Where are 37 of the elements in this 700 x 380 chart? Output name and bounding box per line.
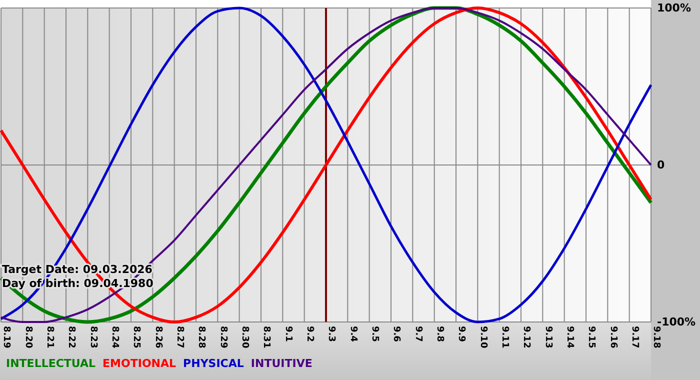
x-tick-label: 9.15 <box>586 326 596 348</box>
x-tick-label: 9.2 <box>304 326 314 342</box>
text: EMOTIONAL <box>102 357 176 370</box>
x-tick-label: 8.30 <box>239 326 250 348</box>
y-tick-label: 0 <box>657 158 665 172</box>
x-tick-label: 9.1 <box>282 326 293 342</box>
x-tick-label: 8.31 <box>261 326 272 348</box>
x-tick-label: 9.13 <box>542 326 553 348</box>
x-tick-label: 9.3 <box>326 326 336 342</box>
x-tick-label: 9.6 <box>391 326 402 342</box>
x-tick-label: 9.12 <box>521 326 532 348</box>
x-tick-label: 9.17 <box>629 326 640 348</box>
x-tick-label: 9.16 <box>608 326 618 348</box>
x-tick-label: 9.14 <box>564 326 574 348</box>
x-tick-label: 9.9 <box>456 326 466 342</box>
x-tick-label: 8.23 <box>88 326 98 348</box>
x-tick-label: 9.18 <box>651 326 662 348</box>
text: INTELLECTUAL <box>6 357 96 370</box>
x-tick-label: 9.7 <box>412 326 423 342</box>
x-tick-label: 8.21 <box>44 326 54 348</box>
text: PHYSICAL <box>183 357 244 370</box>
x-tick-label: 9.8 <box>434 326 444 342</box>
x-tick-label: 8.25 <box>131 326 142 348</box>
x-tick-label: 8.24 <box>109 326 120 348</box>
x-tick-label: 9.5 <box>369 326 380 342</box>
x-tick-label: 9.4 <box>348 326 358 342</box>
x-tick-label: 8.28 <box>196 326 206 348</box>
y-tick-label: 100% <box>657 2 691 15</box>
x-tick-label: 8.22 <box>66 326 76 348</box>
x-tick-label: 8.26 <box>152 326 163 348</box>
x-tick-label: 9.10 <box>478 326 488 348</box>
x-tick-label: 8.27 <box>174 326 184 348</box>
x-tick-label: 8.20 <box>22 326 33 348</box>
x-tick-label: 8.19 <box>1 326 12 348</box>
x-tick-label: 9.11 <box>499 326 510 348</box>
text: INTUITIVE <box>250 357 312 370</box>
x-tick-label: 8.29 <box>218 326 228 348</box>
